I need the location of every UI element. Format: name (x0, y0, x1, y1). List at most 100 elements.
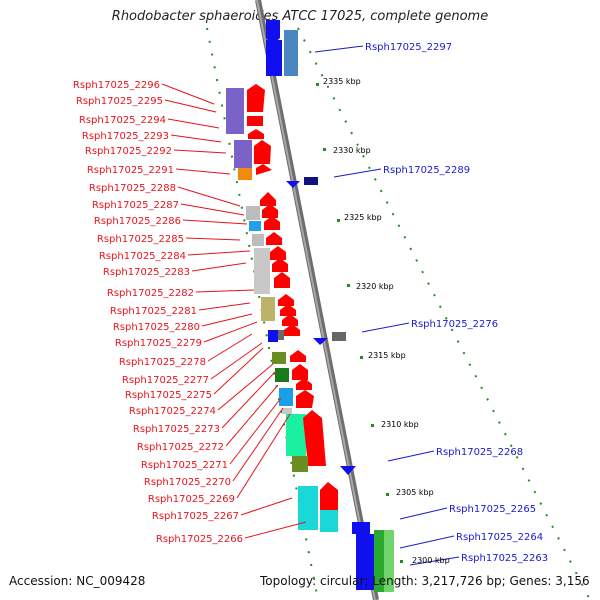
gene-2297-arrow (266, 20, 280, 44)
left-connector-line (201, 313, 253, 327)
tick-label: 2310 kbp (381, 420, 419, 429)
left-connector-line (187, 250, 251, 256)
map-title: Rhodobacter sphaeroides ATCC 17025, comp… (111, 9, 489, 24)
left-gene-label[interactable]: Rsph17025_2287 (92, 200, 179, 211)
left-gene-label[interactable]: Rsph17025_2296 (73, 80, 160, 91)
gene-2285 (252, 234, 264, 246)
right-gene-label[interactable]: Rsph17025_2265 (449, 504, 536, 515)
left-connector-line (225, 384, 279, 447)
tick-mark (400, 560, 403, 563)
left-gene-label[interactable]: Rsph17025_2280 (113, 322, 200, 333)
gene-2275 (272, 352, 286, 364)
left-gene-label[interactable]: Rsph17025_2288 (89, 183, 176, 194)
left-gene-label[interactable]: Rsph17025_2285 (97, 234, 184, 245)
forward-genes (226, 84, 338, 532)
kbp-tick-labels: 2335 kbp 2330 kbp 2325 kbp 2320 kbp 2315 kbp… (316, 77, 450, 565)
gene-2265-arrow (352, 522, 370, 534)
tick-mark (323, 148, 326, 151)
left-connector-line (236, 413, 291, 499)
gene-2264 (374, 530, 384, 592)
left-connector-line (191, 262, 247, 272)
left-gene-label[interactable]: Rsph17025_2279 (115, 338, 202, 349)
left-gene-label[interactable]: Rsph17025_2267 (152, 511, 239, 522)
gene-2270-b (303, 410, 326, 466)
gene-2293 (248, 129, 264, 139)
left-gene-label[interactable]: Rsph17025_2283 (103, 267, 190, 278)
gene-2280 (280, 304, 296, 316)
left-gene-label[interactable]: Rsph17025_2269 (148, 494, 235, 505)
right-connector-line (361, 322, 410, 333)
accession: Accession: NC_009428 (9, 574, 146, 588)
left-connector-line (177, 186, 241, 207)
right-connector-line (333, 168, 382, 178)
gene-2276 (313, 338, 328, 345)
left-connector-line (221, 371, 276, 429)
right-gene-labels: Rsph17025_2297 Rsph17025_2289 Rsph17025_22… (365, 42, 548, 564)
gene-2270 (286, 414, 306, 456)
gene-2269 (292, 456, 308, 472)
tick-mark (386, 493, 389, 496)
left-gene-label[interactable]: Rsph17025_2293 (82, 131, 169, 142)
left-connector-line (240, 497, 293, 516)
right-gene-label[interactable]: Rsph17025_2263 (461, 553, 548, 564)
left-gene-label[interactable]: Rsph17025_2284 (99, 251, 186, 262)
left-connector-line (203, 321, 258, 343)
gene-2295 (247, 84, 265, 112)
gene-2297-b (284, 30, 298, 76)
right-gene-label[interactable]: Rsph17025_2276 (411, 319, 498, 330)
gene-2266 (320, 510, 338, 532)
tick-mark (337, 219, 340, 222)
left-connector-line (170, 134, 222, 143)
left-gene-label[interactable]: Rsph17025_2273 (133, 424, 220, 435)
left-gene-label[interactable]: Rsph17025_2275 (125, 390, 212, 401)
gene-2291-b (256, 164, 272, 175)
left-gene-label[interactable]: Rsph17025_2270 (144, 477, 231, 488)
left-connector-line (232, 407, 284, 482)
left-gene-label[interactable]: Rsph17025_2291 (87, 165, 174, 176)
gene-2287 (246, 206, 260, 220)
right-gene-label[interactable]: Rsph17025_2264 (456, 532, 543, 543)
gene-2265 (356, 534, 374, 590)
left-gene-label[interactable]: Rsph17025_2281 (110, 306, 197, 317)
left-connector-line (175, 168, 231, 175)
left-gene-label[interactable]: Rsph17025_2294 (79, 115, 166, 126)
genome-summary: Topology: circular; Length: 3,217,726 bp… (260, 574, 590, 588)
left-connector-line (173, 149, 227, 154)
gene-2272 (279, 388, 293, 406)
left-gene-label[interactable]: Rsph17025_2271 (141, 460, 228, 471)
gene-2272-b (296, 390, 314, 408)
right-gene-label[interactable]: Rsph17025_2297 (365, 42, 452, 53)
left-gene-label[interactable]: Rsph17025_2282 (107, 288, 194, 299)
left-connector-line (185, 237, 241, 241)
left-gene-label[interactable]: Rsph17025_2277 (122, 375, 209, 386)
gene-2287-b (262, 204, 278, 218)
right-guide-dots (297, 27, 591, 600)
left-gene-label[interactable]: Rsph17025_2295 (76, 96, 163, 107)
left-gene-label[interactable]: Rsph17025_2292 (85, 146, 172, 157)
left-gene-label[interactable]: Rsph17025_2286 (94, 216, 181, 227)
left-connector-line (244, 521, 307, 539)
gene-2279 (282, 314, 298, 326)
left-gene-labels: Rsph17025_2296 Rsph17025_2295 Rsph17025_22… (73, 80, 243, 545)
left-gene-label[interactable]: Rsph17025_2278 (119, 357, 206, 368)
right-connector-line (399, 535, 455, 549)
left-gene-label[interactable]: Rsph17025_2274 (129, 406, 216, 417)
gene-2267 (298, 486, 318, 530)
right-gene-label[interactable]: Rsph17025_2268 (436, 447, 523, 458)
left-gene-label[interactable]: Rsph17025_2272 (137, 442, 224, 453)
right-connector-line (314, 45, 364, 53)
backbone (255, 0, 379, 600)
left-connector-line (182, 219, 248, 225)
right-gene-label[interactable]: Rsph17025_2289 (383, 165, 470, 176)
left-connector-line (229, 397, 282, 465)
gene-2285-b (266, 232, 282, 245)
gene-2282 (274, 272, 290, 288)
gene-2263 (384, 530, 394, 592)
right-connector-line (387, 450, 435, 462)
gene-2281-b (278, 294, 294, 306)
tick-label: 2335 kbp (323, 77, 361, 86)
gene-2286 (249, 221, 261, 231)
left-gene-label[interactable]: Rsph17025_2266 (156, 534, 243, 545)
reverse-genes (266, 20, 394, 592)
